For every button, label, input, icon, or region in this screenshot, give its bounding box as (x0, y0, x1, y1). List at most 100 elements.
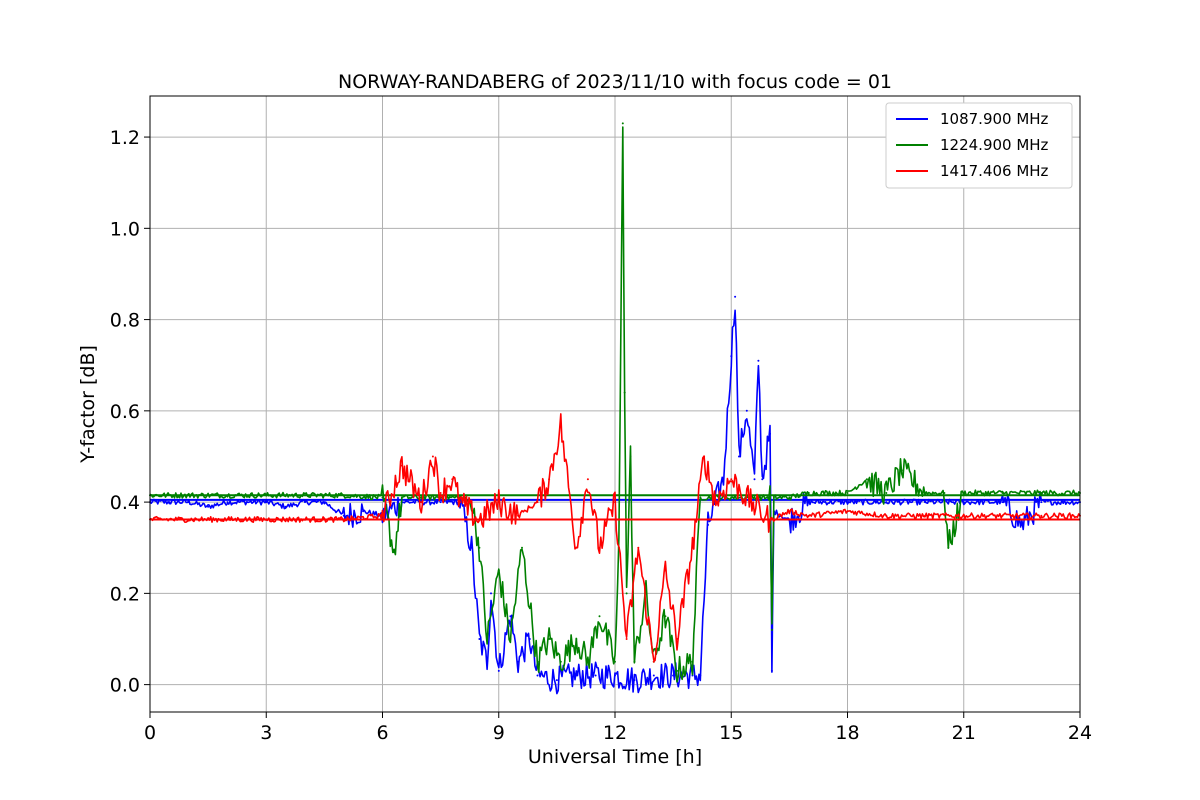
data-point (1001, 514, 1004, 517)
legend-label-1087: 1087.900 MHz (940, 110, 1049, 128)
data-point (865, 478, 868, 481)
legend-box (885, 102, 1073, 189)
data-point (788, 496, 791, 499)
data-point (559, 423, 562, 426)
data-point (676, 638, 678, 640)
data-point (757, 359, 760, 362)
data-point (586, 660, 589, 663)
data-point (672, 674, 675, 677)
y-tick-label: 0.8 (110, 310, 140, 332)
data-point (486, 638, 489, 640)
data-point (528, 638, 531, 640)
data-point (575, 674, 578, 677)
data-point (226, 518, 229, 521)
data-point (633, 660, 636, 663)
data-point (621, 122, 624, 125)
data-point (598, 615, 601, 618)
data-point (431, 455, 434, 458)
data-point (924, 501, 926, 504)
data-point (770, 628, 773, 631)
data-point (900, 469, 903, 472)
data-point (284, 505, 287, 508)
x-tick-label: 3 (260, 722, 272, 744)
data-point (559, 660, 562, 663)
data-point (807, 501, 810, 504)
data-point (947, 546, 950, 549)
data-point (1001, 501, 1004, 504)
series-layer (149, 122, 1081, 695)
data-point (586, 478, 589, 481)
chart-title: NORWAY-RANDABERG of 2023/11/10 with focu… (338, 71, 892, 93)
data-point (265, 501, 268, 504)
legend-label-1224: 1224.900 MHz (940, 136, 1049, 154)
data-point (614, 660, 616, 663)
data-point (807, 514, 810, 517)
data-point (769, 496, 771, 499)
y-tick-label: 1.2 (110, 127, 140, 149)
data-point (478, 546, 481, 549)
data-point (691, 546, 694, 549)
data-point (509, 615, 512, 618)
legend: 1087.900 MHz 1224.900 MHz 1417.406 MHz (885, 102, 1073, 189)
x-tick-label: 18 (835, 722, 859, 744)
data-point (304, 494, 306, 497)
data-point (623, 391, 626, 394)
data-point (548, 638, 551, 640)
data-point (470, 546, 473, 549)
data-point (807, 492, 810, 494)
data-point (381, 496, 384, 499)
data-point (598, 546, 601, 549)
data-point (1020, 523, 1023, 526)
x-tick-label: 6 (376, 722, 388, 744)
data-point (478, 638, 481, 640)
data-point (703, 455, 706, 458)
data-point (625, 638, 628, 640)
data-point (769, 432, 771, 435)
data-point (699, 496, 702, 499)
data-point (342, 514, 345, 517)
data-point (962, 492, 965, 494)
data-point (207, 505, 210, 508)
data-point (885, 501, 888, 504)
data-point (245, 501, 248, 504)
data-point (924, 492, 926, 494)
data-point (509, 638, 512, 640)
data-point (1040, 514, 1043, 517)
data-point (714, 501, 717, 504)
data-point (652, 674, 655, 677)
data-point (575, 546, 578, 549)
data-point (439, 501, 442, 504)
data-point (943, 492, 946, 494)
data-point (652, 660, 655, 663)
data-point (738, 455, 740, 458)
x-tick-label: 21 (952, 722, 976, 744)
data-point (342, 518, 345, 521)
data-point (962, 514, 965, 517)
data-point (439, 492, 442, 494)
y-tick-label: 0.6 (110, 401, 140, 423)
data-point (1001, 492, 1004, 494)
data-point (730, 355, 733, 358)
data-point (722, 478, 725, 481)
data-point (400, 464, 403, 467)
data-point (226, 501, 229, 504)
data-point (962, 501, 965, 504)
data-point (265, 518, 268, 521)
data-point (730, 478, 733, 481)
data-point (707, 523, 709, 526)
y-tick-label: 0.4 (110, 492, 140, 514)
data-point (575, 638, 578, 640)
x-axis-label: Universal Time [h] (528, 746, 702, 768)
data-point (734, 295, 737, 298)
data-point (265, 494, 268, 497)
data-point (187, 518, 190, 521)
data-point (400, 496, 403, 499)
data-point (846, 501, 849, 504)
data-point (1040, 492, 1043, 494)
data-point (486, 660, 489, 663)
data-point (536, 674, 539, 677)
data-point (381, 514, 384, 517)
data-point (614, 674, 616, 677)
data-point (304, 501, 306, 504)
